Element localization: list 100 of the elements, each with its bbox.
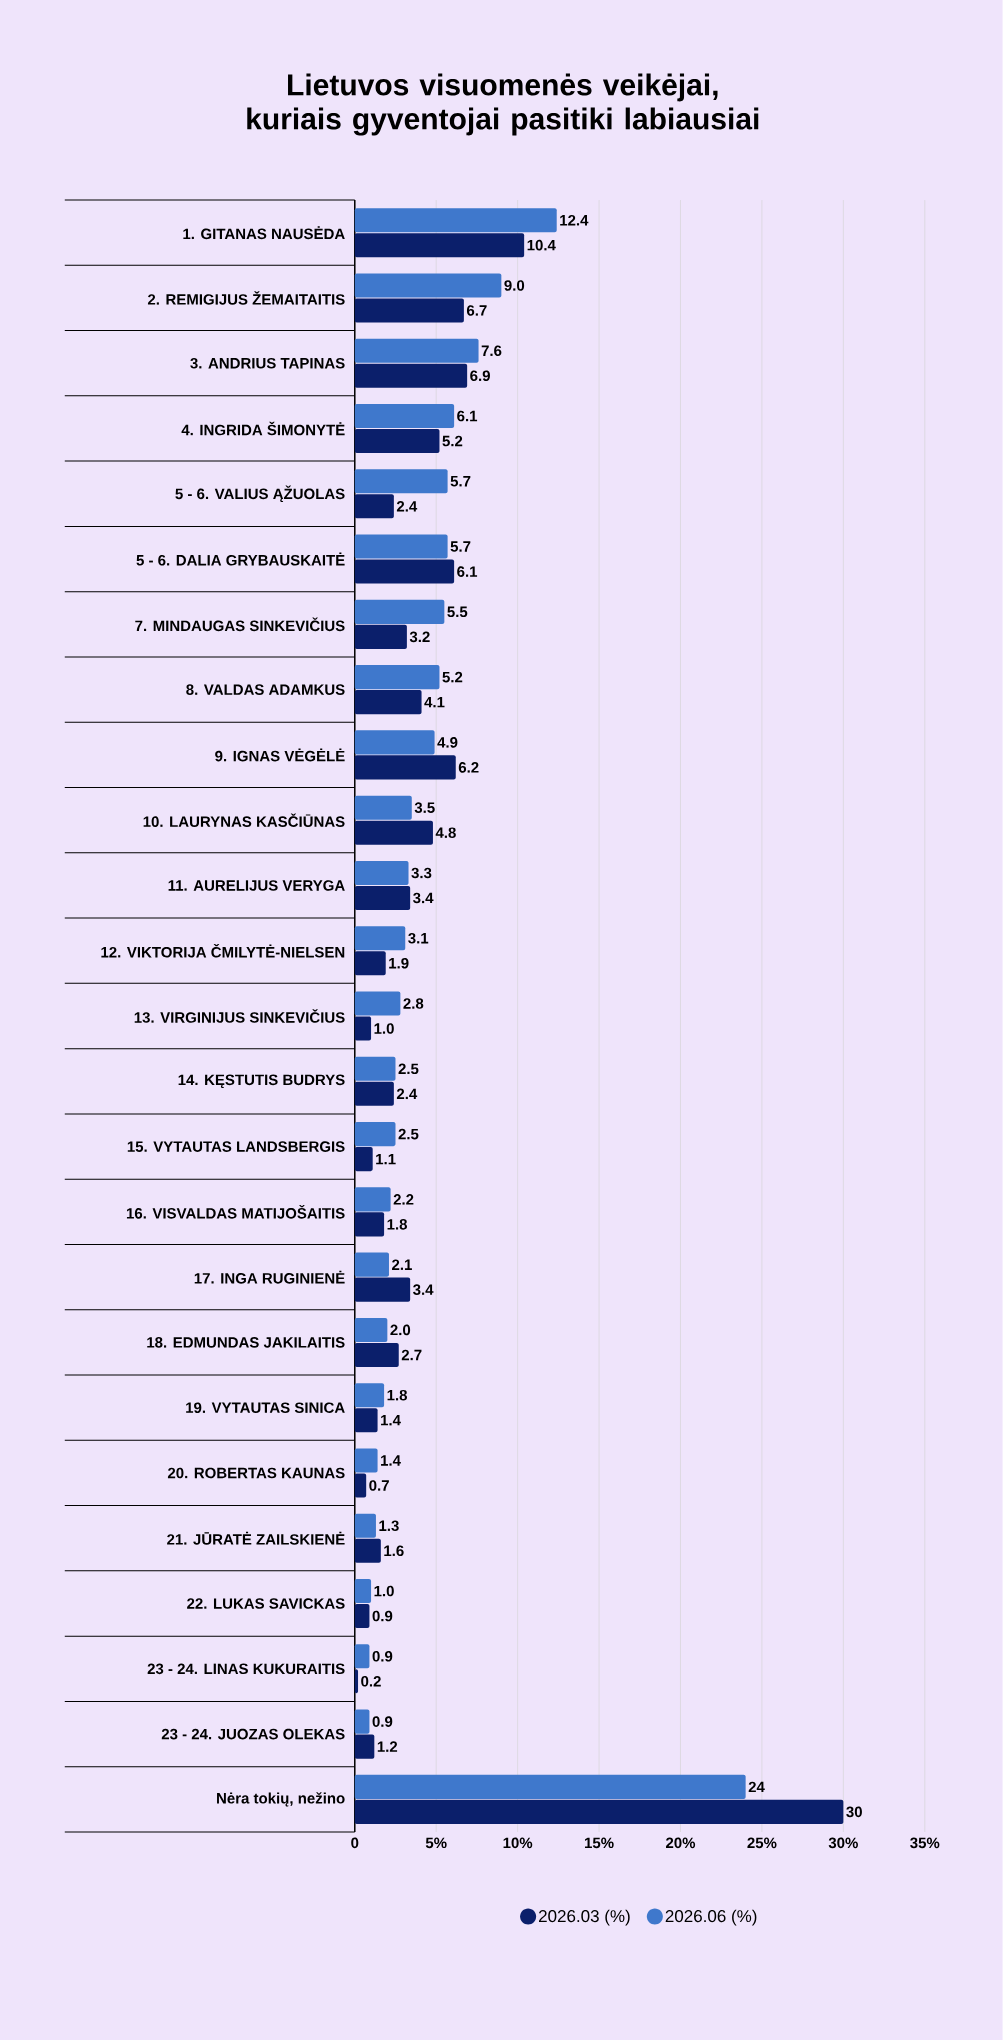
bar [354,730,435,755]
data-label: 6.2 [458,762,479,773]
y-tick-label: 2. REMIGIJUS ŽEMAITAITIS [148,291,345,305]
data-label: 2.5 [398,1063,419,1075]
data-label: 3.4 [413,1284,434,1295]
data-label: 9.0 [504,280,525,291]
y-tick-label: 5 - 6. DALIA GRYBAUSKAITĖ [136,552,345,566]
x-tick-label: 15% [585,1837,614,1849]
bar [354,1056,396,1081]
bar [354,1448,378,1473]
bar [354,1383,385,1408]
data-label: 0.9 [372,1651,393,1662]
data-label: 2.1 [392,1259,413,1270]
data-label: 1.0 [374,1585,394,1597]
y-tick-label: 11. AURELIJUS VERYGA [168,880,345,891]
data-label: 4.1 [424,696,445,708]
bar [354,469,448,494]
data-label: 0.2 [361,1676,381,1687]
data-label: 5.2 [442,435,463,447]
data-label: 1.8 [387,1389,408,1401]
data-label: 1.3 [379,1520,399,1532]
data-label: 3.5 [414,802,435,814]
bar [354,1187,391,1212]
bar [354,1513,377,1538]
bar [354,1734,375,1759]
y-tick-label: 20. ROBERTAS KAUNAS [168,1467,345,1479]
y-tick-label: 17. INGA RUGINIENĖ [194,1270,345,1284]
bar [354,1122,396,1147]
data-label: 5.7 [450,476,471,487]
bar [354,233,525,258]
y-tick-label: 15. VYTAUTAS LANDSBERGIS [127,1141,345,1152]
x-tick-label: 20% [666,1837,696,1849]
bar [354,795,412,820]
data-label: 6.9 [470,370,491,382]
data-label: 5.7 [450,541,471,552]
data-label: 2.0 [390,1324,411,1336]
bar [354,860,409,886]
bar [354,1799,844,1824]
x-tick-label: 5% [425,1837,447,1849]
y-tick-label: 7. MINDAUGAS SINKEVIČIUS [135,617,345,632]
data-label: 2.8 [403,998,424,1009]
bar [354,1578,372,1604]
data-label: 3.3 [411,867,432,879]
y-tick-label: Nėra tokių, nežino [217,1792,345,1807]
y-tick-label: 19. VYTAUTAS SINICA [186,1402,345,1413]
data-label: 3.4 [413,892,434,904]
bar [354,624,407,649]
x-tick-label: 30% [828,1837,859,1849]
y-tick-label: 21. JŪRATĖ ZAILSKIENĖ [167,1531,345,1545]
bar [354,273,502,298]
y-tick-label: 5 - 6. VALIUS ĄŽUOLAS [175,485,345,503]
legend-label: 2026.03 (%) [539,1909,630,1926]
bar [354,820,434,845]
bar [354,534,448,559]
bar [354,559,455,584]
y-tick-label: 14. KĘSTUTIS BUDRYS [178,1074,345,1089]
bar [354,494,394,519]
x-tick-label: 0 [351,1837,359,1849]
y-tick-label: 8. VALDAS ADAMKUS [186,684,345,695]
data-label: 0.9 [372,1610,393,1622]
bar [354,1473,367,1498]
data-label: 10.4 [527,239,556,251]
data-label: 7.6 [481,345,502,357]
data-label: 1.2 [377,1741,398,1752]
bar [354,951,386,976]
bar [354,690,422,715]
data-label: 2.2 [393,1194,414,1205]
bar [354,1252,390,1277]
bar [354,1081,394,1106]
data-label: 1.8 [387,1219,408,1230]
bar [354,1212,385,1237]
bar [354,338,479,363]
y-tick-label: 23 - 24. JUOZAS OLEKAS [161,1728,345,1740]
y-tick-label: 16. VISVALDAS MATIJOŠAITIS [127,1205,345,1219]
data-label: 6.7 [467,305,487,316]
data-label: 30 [846,1806,863,1818]
data-label: 1.4 [381,1455,401,1466]
x-tick-label: 35% [910,1837,940,1849]
y-tick-label: 9. IGNAS VĖGĖLĖ [215,748,345,762]
data-label: 3.2 [409,631,430,643]
data-label: 1.0 [374,1023,394,1034]
bar [354,208,557,233]
bar [354,991,401,1016]
data-label: 1.4 [381,1415,401,1426]
y-tick-label: 12. VIKTORIJA ČMILYTĖ-NIELSEN [101,943,345,958]
data-label: 3.1 [408,932,429,944]
bar [354,665,440,690]
bar [354,1277,411,1302]
y-tick-label: 3. ANDRIUS TAPINAS [190,357,345,369]
legend-label: 2026.06 (%) [665,1909,757,1926]
data-label: 0.7 [369,1480,390,1491]
data-label: 5.5 [447,606,468,618]
data-label: 2.7 [401,1349,422,1361]
x-tick-label: 10% [503,1837,533,1849]
bar [354,1538,381,1563]
bar [354,363,468,388]
bar [354,403,455,429]
y-tick-label: 4. INGRIDA ŠIMONYTĖ [181,421,345,436]
bar [354,1408,378,1433]
y-tick-label: 10. LAURYNAS KASČIŪNAS [143,813,345,827]
